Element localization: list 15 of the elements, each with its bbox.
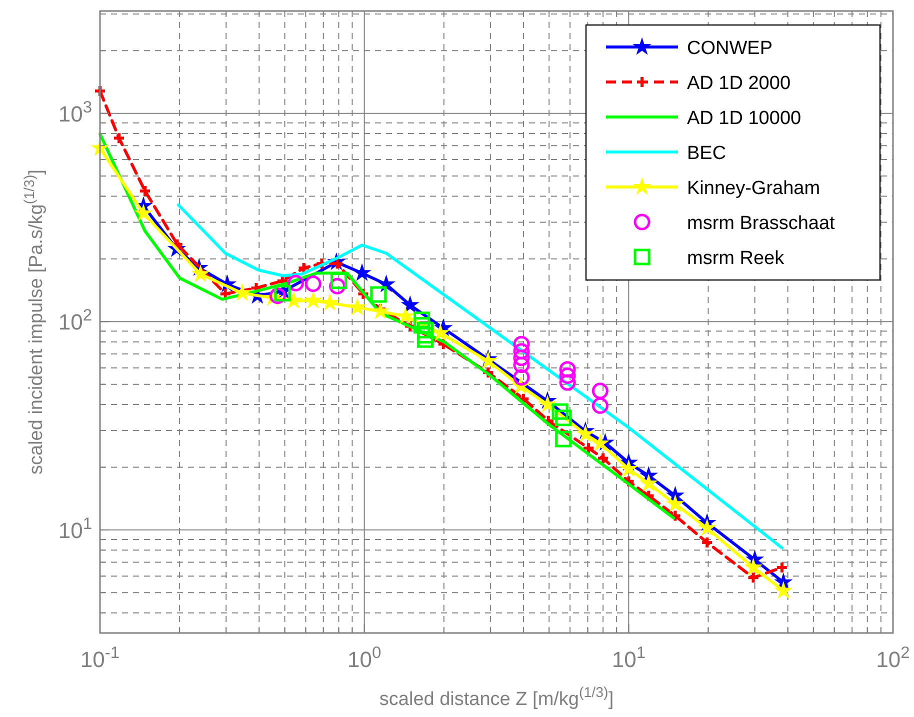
x-axis-title: scaled distance Z [m/kg$^{(1/3)}$] [379, 685, 614, 710]
legend-label: AD 1D 10000 [687, 108, 802, 129]
x-tick-label: 10$^{-1}$ [80, 644, 120, 672]
y-tick-label: 10$^{2}$ [58, 306, 92, 335]
y-tick-label: 10$^{3}$ [58, 98, 92, 126]
x-tick-label: 10$^{1}$ [612, 644, 646, 672]
legend-label: msrm Reek [687, 248, 785, 269]
legend-label: BEC [687, 143, 726, 164]
x-tick-label: 10$^{2}$ [876, 644, 910, 672]
y-tick-label: 10$^{1}$ [58, 514, 92, 543]
legend-label: CONWEP [687, 38, 772, 59]
legend-label: Kinney-Graham [687, 178, 820, 199]
x-tick-label: 10$^{0}$ [347, 644, 382, 672]
legend-label: msrm Brasschaat [687, 213, 836, 234]
legend-label: AD 1D 2000 [687, 73, 791, 94]
